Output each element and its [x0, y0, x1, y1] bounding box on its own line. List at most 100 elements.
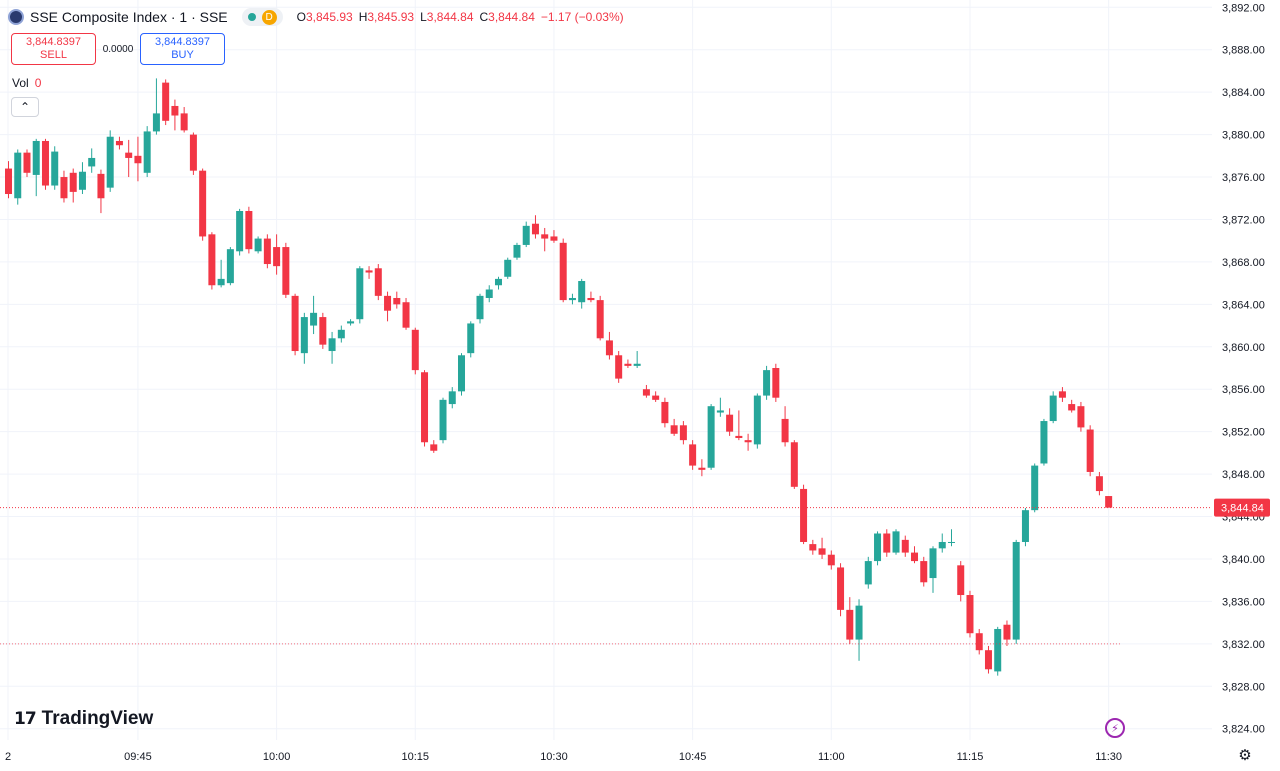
candle-body[interactable] [217, 278, 225, 286]
candle-body[interactable] [310, 312, 318, 326]
candle-body[interactable] [1058, 391, 1066, 398]
candle-body[interactable] [23, 152, 31, 173]
candle-body[interactable] [735, 435, 743, 439]
candle-body[interactable] [633, 363, 641, 366]
candle-body[interactable] [957, 565, 965, 596]
candle-body[interactable] [14, 152, 22, 199]
candle-body[interactable] [716, 410, 724, 413]
candle-body[interactable] [689, 444, 697, 466]
candle-body[interactable] [550, 236, 558, 241]
candle-body[interactable] [41, 140, 49, 186]
candle-body[interactable] [652, 395, 660, 400]
candle-body[interactable] [291, 295, 299, 352]
candle-body[interactable] [975, 633, 983, 651]
candle-body[interactable] [125, 152, 133, 158]
candle-body[interactable] [374, 268, 382, 296]
candle-body[interactable] [994, 628, 1002, 672]
candle-body[interactable] [273, 247, 281, 267]
candle-body[interactable] [263, 238, 271, 265]
candle-body[interactable] [642, 389, 650, 396]
candle-body[interactable] [69, 172, 77, 192]
candle-body[interactable] [337, 329, 345, 339]
candle-body[interactable] [615, 355, 623, 379]
candle-body[interactable] [115, 140, 123, 146]
candle-body[interactable] [504, 259, 512, 277]
candle-body[interactable] [763, 370, 771, 396]
candle-body[interactable] [531, 223, 539, 235]
candle-body[interactable] [984, 650, 992, 670]
candle-body[interactable] [152, 113, 160, 132]
candle-body[interactable] [430, 444, 438, 451]
candle-body[interactable] [1077, 406, 1085, 428]
candle-body[interactable] [513, 244, 521, 258]
candle-body[interactable] [522, 225, 530, 245]
candle-body[interactable] [947, 541, 955, 543]
candle-body[interactable] [698, 467, 706, 470]
candle-body[interactable] [578, 281, 586, 303]
candle-body[interactable] [78, 171, 86, 190]
candle-body[interactable] [106, 136, 114, 188]
sell-button[interactable]: 3,844.8397 SELL [11, 33, 96, 65]
candle-body[interactable] [365, 270, 373, 273]
candle-body[interactable] [1049, 395, 1057, 422]
symbol-title[interactable]: SSE Composite Index · 1 · SSE [30, 9, 228, 25]
gear-icon[interactable]: ⚙ [1238, 747, 1252, 764]
candle-body[interactable] [1031, 465, 1039, 511]
candle-body[interactable] [892, 531, 900, 553]
lightning-icon[interactable]: ⚡ [1105, 718, 1125, 738]
candle-body[interactable] [541, 234, 549, 239]
volume-legend[interactable]: Vol 0 [12, 76, 41, 90]
tradingview-logo[interactable]: 17 TradingView [14, 708, 153, 730]
candle-body[interactable] [347, 321, 355, 324]
candle-body[interactable] [411, 329, 419, 371]
candle-body[interactable] [559, 242, 567, 301]
candle-body[interactable] [781, 418, 789, 443]
candle-body[interactable] [679, 425, 687, 441]
candle-body[interactable] [846, 609, 854, 640]
candle-body[interactable] [818, 548, 826, 555]
candle-body[interactable] [208, 234, 216, 286]
candle-body[interactable] [1021, 510, 1029, 542]
candle-body[interactable] [1086, 429, 1094, 472]
candle-body[interactable] [837, 567, 845, 610]
candle-body[interactable] [300, 317, 308, 354]
candle-body[interactable] [485, 289, 493, 298]
candle-body[interactable] [467, 323, 475, 354]
candle-body[interactable] [393, 297, 401, 305]
candle-body[interactable] [1068, 404, 1076, 411]
candle-body[interactable] [134, 155, 142, 164]
candle-body[interactable] [448, 391, 456, 405]
candle-body[interactable] [189, 134, 197, 171]
candle-body[interactable] [753, 395, 761, 445]
candle-body[interactable] [809, 544, 817, 551]
candle-body[interactable] [670, 425, 678, 434]
collapse-legend-button[interactable]: ⌃ [11, 97, 39, 117]
candle-body[interactable] [180, 113, 188, 131]
candle-body[interactable] [1012, 541, 1020, 640]
market-status[interactable]: D [241, 8, 283, 26]
candle-body[interactable] [790, 442, 798, 487]
candle-body[interactable] [236, 210, 244, 252]
candle-body[interactable] [938, 541, 946, 549]
candle-body[interactable] [864, 561, 872, 585]
candle-body[interactable] [901, 539, 909, 553]
candle-body[interactable] [855, 605, 863, 640]
candle-body[interactable] [624, 363, 632, 366]
candle-body[interactable] [605, 340, 613, 356]
candle-body[interactable] [88, 157, 96, 167]
candle-body[interactable] [171, 105, 179, 116]
candle-body[interactable] [226, 249, 234, 284]
candle-body[interactable] [929, 548, 937, 579]
candle-body[interactable] [707, 406, 715, 468]
candle-body[interactable] [726, 414, 734, 432]
candle-body[interactable] [772, 368, 780, 398]
candle-body[interactable] [439, 399, 447, 441]
candle-body[interactable] [568, 297, 576, 301]
candle-body[interactable] [587, 297, 595, 301]
candle-body[interactable] [476, 295, 484, 320]
candle-body[interactable] [661, 401, 669, 424]
candle-body[interactable] [920, 561, 928, 583]
candle-body[interactable] [494, 278, 502, 286]
candle-body[interactable] [744, 440, 752, 443]
